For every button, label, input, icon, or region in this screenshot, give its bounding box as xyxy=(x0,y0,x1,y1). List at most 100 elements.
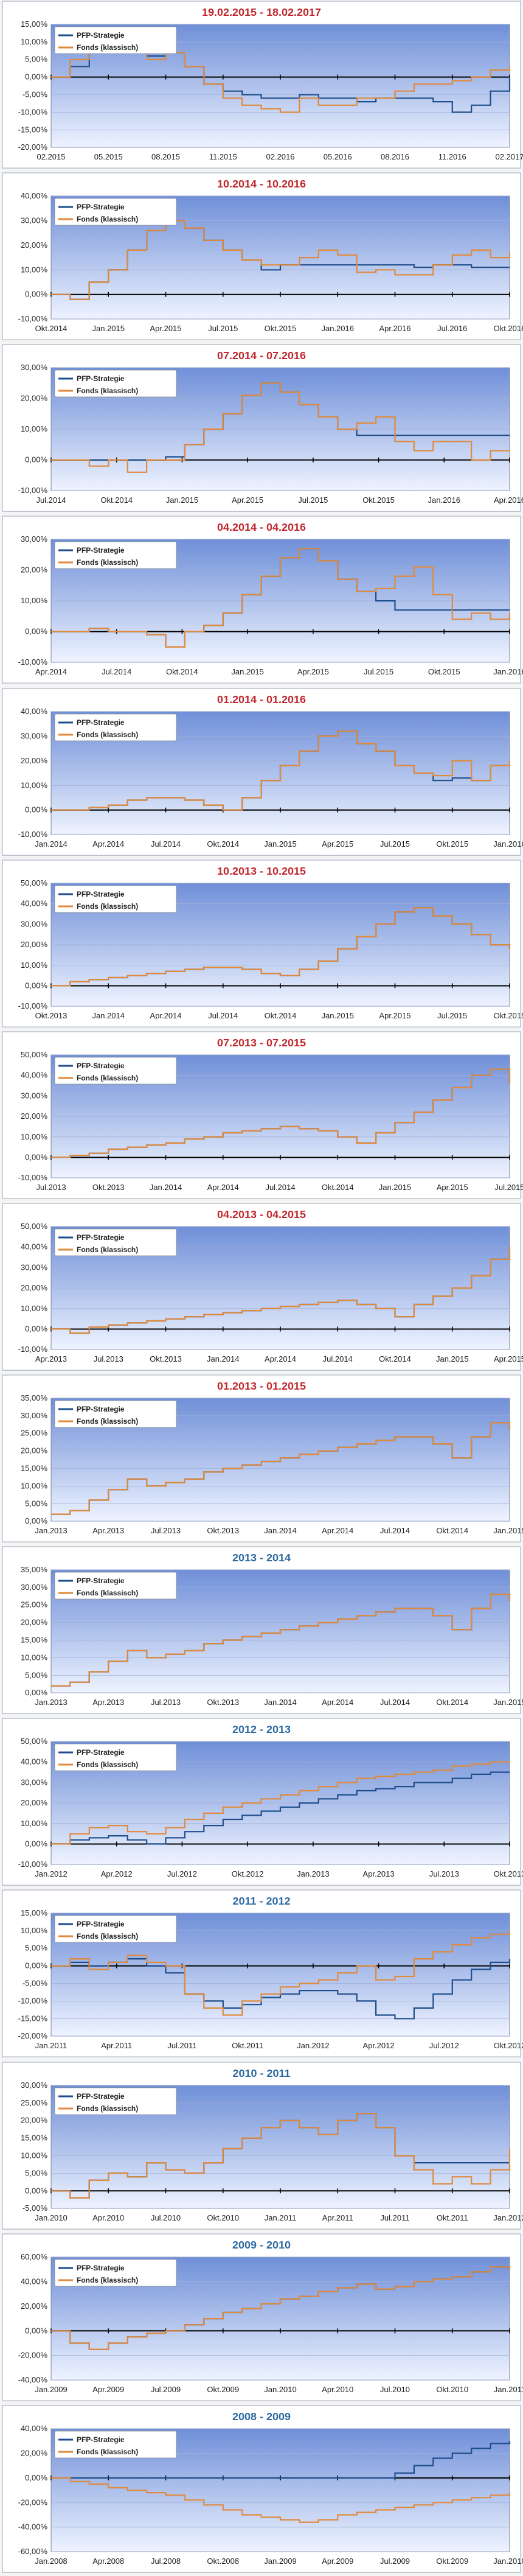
y-tick-label: 15,00% xyxy=(21,1908,47,1917)
y-tick-label: 40,00% xyxy=(21,191,47,200)
legend-entry-fonds: Fonds (klassisch) xyxy=(77,1760,138,1769)
x-tick-label: Apr.2012 xyxy=(363,2042,395,2051)
legend-entry-pfp: PFP-Strategie xyxy=(77,718,125,727)
x-tick-label: Jan.2015 xyxy=(436,1354,468,1363)
y-tick-label: 30,00% xyxy=(21,2081,47,2090)
y-tick-label: -60,00% xyxy=(18,2547,48,2556)
y-tick-label: 10,00% xyxy=(21,1481,47,1490)
x-tick-label: Jan.2014 xyxy=(207,1354,239,1363)
y-tick-label: 20,00% xyxy=(21,240,47,250)
x-tick-label: Jul.2014 xyxy=(208,1011,238,1020)
legend-box xyxy=(54,1572,177,1600)
x-tick-label: Jan.2010 xyxy=(264,2385,296,2394)
x-tick-label: Jan.2010 xyxy=(493,2557,523,2566)
x-tick-label: Jan.2011 xyxy=(265,2213,296,2222)
x-tick-label: Okt.2013 xyxy=(494,1869,523,1878)
y-tick-label: 40,00% xyxy=(21,898,47,908)
y-tick-label: -10,00% xyxy=(18,1997,48,2006)
x-tick-label: Apr.2015 xyxy=(437,1183,468,1192)
y-tick-label: 10,00% xyxy=(21,1304,47,1313)
chart-title: 04.2013 - 04.2015 xyxy=(217,1208,306,1220)
x-tick-label: Apr.2013 xyxy=(35,1354,67,1363)
y-tick-label: -15,00% xyxy=(18,2014,48,2023)
y-tick-label: 10,00% xyxy=(21,1653,47,1662)
x-tick-label: Jul.2013 xyxy=(36,1183,66,1192)
x-tick-label: Jan.2014 xyxy=(264,1526,296,1535)
x-tick-label: 02.2016 xyxy=(266,152,295,161)
chart-panel-5: 01.2014 - 01.2016 40,00% 30,00% 20,00% 10,00… xyxy=(0,687,523,856)
series-line-fonds xyxy=(51,1594,511,1687)
legend-entry-pfp: PFP-Strategie xyxy=(77,1748,125,1757)
legend-box xyxy=(54,1916,177,1943)
x-tick-label: Jul.2015 xyxy=(437,1011,467,1020)
legend-entry-fonds: Fonds (klassisch) xyxy=(77,2104,138,2113)
x-tick-label: Jul.2015 xyxy=(208,324,238,333)
legend-entry-pfp: PFP-Strategie xyxy=(77,1062,125,1070)
chart-svg-9: 01.2013 - 01.2015 35,00% 30,00% 25,00% 20,00… xyxy=(2,1374,523,1542)
y-tick-label: 10,00% xyxy=(21,1926,47,1935)
y-tick-label: -20,00% xyxy=(18,2350,48,2359)
chart-title: 07.2014 - 07.2016 xyxy=(217,349,306,362)
x-tick-label: 11.2016 xyxy=(438,152,466,161)
x-tick-label: Jul.2015 xyxy=(364,668,393,677)
legend-entry-fonds: Fonds (klassisch) xyxy=(77,1417,138,1426)
y-tick-label: 20,00% xyxy=(21,394,47,403)
y-tick-label: 0,00% xyxy=(25,1688,47,1697)
x-tick-label: Jul.2010 xyxy=(380,2385,410,2394)
x-tick-label: Jan.2014 xyxy=(92,1011,125,1020)
x-tick-label: Jan.2015 xyxy=(92,324,125,333)
y-tick-label: 10,00% xyxy=(21,1819,47,1828)
y-tick-label: 0,00% xyxy=(25,1839,47,1849)
y-tick-label: 15,00% xyxy=(21,1636,47,1645)
x-tick-label: Apr.2015 xyxy=(379,1011,411,1020)
series-line-fonds xyxy=(51,1931,511,2017)
x-tick-label: 11.2015 xyxy=(209,152,237,161)
y-tick-label: 20,00% xyxy=(21,755,47,765)
y-tick-label: -40,00% xyxy=(18,2375,48,2384)
y-tick-label: 30,00% xyxy=(21,731,47,740)
x-tick-label: Okt.2010 xyxy=(436,2385,468,2394)
chart-svg-11: 2012 - 2013 50,00% 40,00% 30,00% 20,00% 10,00… xyxy=(2,1718,523,1886)
x-tick-label: 02.2017 xyxy=(496,152,523,161)
legend-entry-fonds: Fonds (klassisch) xyxy=(77,215,138,223)
y-tick-label: -10,00% xyxy=(18,486,48,495)
legend-entry-fonds: Fonds (klassisch) xyxy=(77,387,138,395)
legend-entry-fonds: Fonds (klassisch) xyxy=(77,730,138,739)
y-tick-label: 0,00% xyxy=(25,1516,47,1525)
x-tick-label: Jan.2015 xyxy=(231,668,263,677)
y-tick-label: 50,00% xyxy=(21,1222,47,1231)
x-tick-label: Okt.2016 xyxy=(494,324,523,333)
y-tick-label: 25,00% xyxy=(21,2098,47,2107)
x-tick-label: Jul.2014 xyxy=(380,1698,410,1707)
x-tick-label: Jan.2014 xyxy=(35,839,67,849)
legend-box xyxy=(54,885,177,913)
x-tick-label: Jan.2015 xyxy=(322,1011,354,1020)
x-tick-label: Apr.2014 xyxy=(92,839,124,849)
legend-entry-fonds: Fonds (klassisch) xyxy=(77,558,138,567)
chart-svg-6: 10.2013 - 10.2015 50,00% 40,00% 30,00% 20,00… xyxy=(2,859,523,1027)
x-tick-label: Jul.2009 xyxy=(380,2557,410,2566)
x-tick-label: Jan.2016 xyxy=(428,495,460,505)
chart-panel-14: 2009 - 2010 60,00% 40,00% 20,00% 0,00% -20,00… xyxy=(0,2233,523,2402)
y-tick-label: -20,00% xyxy=(18,2497,48,2507)
x-tick-label: Okt.2013 xyxy=(150,1354,182,1363)
y-tick-label: 20,00% xyxy=(21,2448,47,2457)
y-tick-label: 5,00% xyxy=(25,1670,47,1679)
chart-title: 2010 - 2011 xyxy=(232,2067,290,2079)
series-line-fonds xyxy=(51,1761,510,1845)
legend-box xyxy=(54,369,177,397)
y-tick-label: 0,00% xyxy=(25,72,47,82)
y-tick-label: 5,00% xyxy=(25,55,47,64)
series-line-fonds xyxy=(51,1422,511,1515)
y-tick-label: 25,00% xyxy=(21,1429,47,1438)
y-tick-label: 40,00% xyxy=(21,707,47,716)
chart-panel-3: 07.2014 - 07.2016 30,00% 20,00% 10,00% 0,00%… xyxy=(0,343,523,513)
x-tick-label: Jul.2015 xyxy=(298,495,328,505)
x-tick-label: Jul.2013 xyxy=(151,1526,181,1535)
y-tick-label: 10,00% xyxy=(21,1132,47,1141)
legend-entry-fonds: Fonds (klassisch) xyxy=(77,2448,138,2456)
legend-box xyxy=(54,1057,177,1085)
x-tick-label: Jul.2014 xyxy=(265,1183,295,1192)
x-tick-label: Okt.2015 xyxy=(428,668,460,677)
legend-box xyxy=(54,198,177,226)
